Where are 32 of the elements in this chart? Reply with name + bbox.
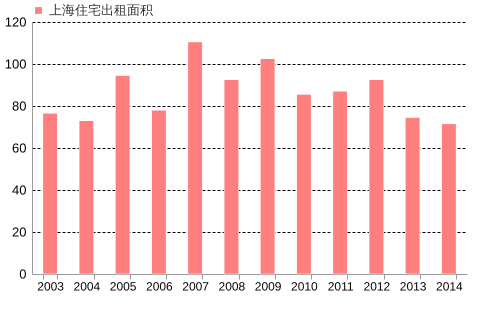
x-tick-label: 2013 — [400, 280, 427, 294]
x-tick-label: 2006 — [146, 280, 174, 294]
y-tick-label: 100 — [4, 56, 26, 72]
bar — [42, 113, 58, 274]
bar — [441, 124, 456, 274]
y-tick-label: 0 — [19, 266, 26, 282]
y-tick-label: 60 — [12, 140, 26, 156]
x-tick-label: 2007 — [182, 280, 210, 294]
x-tick-label: 2008 — [218, 280, 246, 294]
y-tick-label: 40 — [12, 182, 26, 198]
x-tick-label: 2014 — [436, 280, 464, 294]
x-tick-label: 2009 — [254, 280, 282, 294]
bar — [332, 91, 348, 274]
y-tick-label: 20 — [12, 224, 26, 240]
x-tick-label: 2005 — [110, 280, 137, 294]
y-tick-label: 80 — [12, 98, 26, 114]
x-tick-label: 2012 — [364, 280, 391, 294]
bar — [368, 80, 384, 274]
x-tick-label: 2011 — [328, 280, 354, 294]
y-tick-label: 120 — [4, 14, 26, 30]
bar — [405, 117, 420, 274]
bar — [115, 75, 130, 274]
x-tick-label: 2004 — [74, 280, 101, 294]
bar — [78, 120, 94, 274]
bar — [224, 80, 239, 274]
bar — [188, 42, 203, 274]
bar — [151, 110, 166, 274]
legend-label: 上海住宅出租面积 — [49, 2, 153, 18]
x-tick-label: 2010 — [291, 280, 318, 294]
bar — [260, 58, 276, 274]
x-tick-label: 2003 — [37, 280, 64, 294]
bar — [296, 94, 312, 274]
